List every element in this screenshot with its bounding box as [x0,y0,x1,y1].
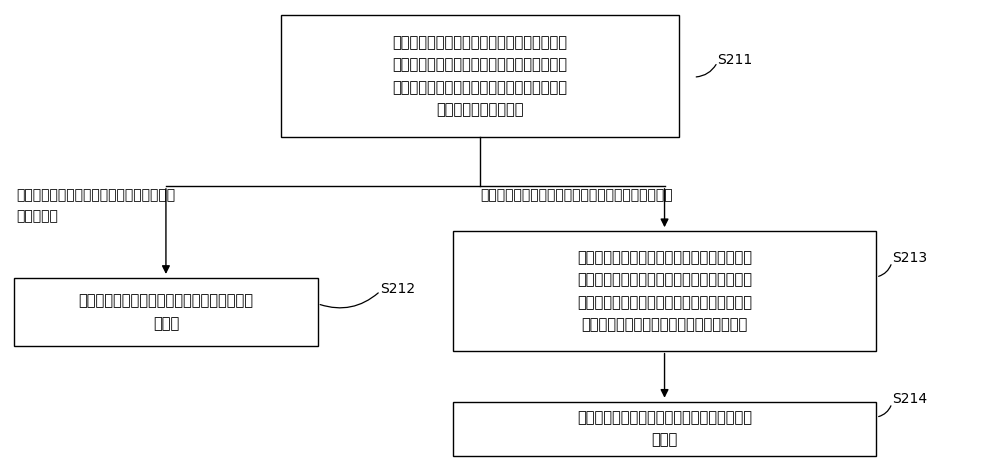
Text: S214: S214 [892,392,927,407]
Text: 采用所述第一分类器对输入的所述待处理的编
码单元处理后得到第一分类结果；所述第一分
类器用于判断所述待处理的编码单元是否划分
所述待处理的编码单元: 采用所述第一分类器对输入的所述待处理的编 码单元处理后得到第一分类结果；所述第一… [393,35,568,117]
Text: 将所述待处理的编码单元输入第二分类器处理
后得到的第二分类结果；所述第二分类器用于
在多于一个设定划分模式中选取其中之一作为
划分所述待处理的编码单元的目标划分: 将所述待处理的编码单元输入第二分类器处理 后得到的第二分类结果；所述第二分类器用… [577,250,752,332]
FancyBboxPatch shape [453,402,876,456]
Text: S211: S211 [717,53,753,67]
Text: S213: S213 [892,251,927,266]
Text: 将所述第一分类结果作为所述决策树模型的输
出结果: 将所述第一分类结果作为所述决策树模型的输 出结果 [78,293,253,331]
Text: 当所述第一分类结果为不划分所述待处理的
编码单元时: 当所述第一分类结果为不划分所述待处理的 编码单元时 [16,188,175,223]
FancyBboxPatch shape [453,232,876,351]
Text: 将所述第二分类结果作为所述决策树模型的输
出结果: 将所述第二分类结果作为所述决策树模型的输 出结果 [577,410,752,447]
FancyBboxPatch shape [14,278,318,346]
Text: S212: S212 [380,282,415,296]
FancyBboxPatch shape [281,16,679,137]
Text: 当所述第一分类结果为划分所述待处理的编码单元时: 当所述第一分类结果为划分所述待处理的编码单元时 [480,188,673,202]
